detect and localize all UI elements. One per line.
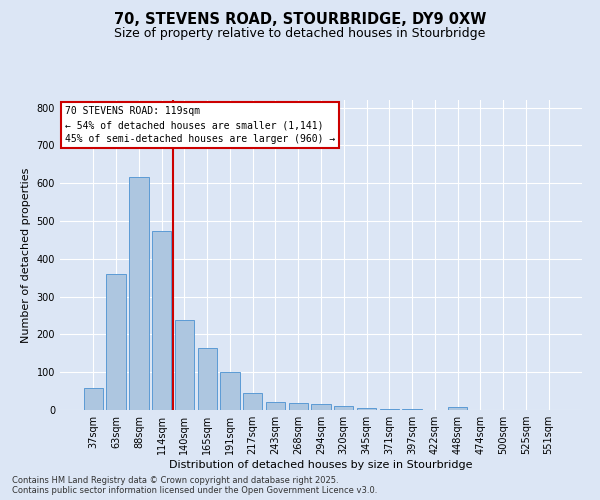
Text: 70, STEVENS ROAD, STOURBRIDGE, DY9 0XW: 70, STEVENS ROAD, STOURBRIDGE, DY9 0XW xyxy=(114,12,486,28)
Bar xyxy=(311,404,331,410)
Text: 70 STEVENS ROAD: 119sqm
← 54% of detached houses are smaller (1,141)
45% of semi: 70 STEVENS ROAD: 119sqm ← 54% of detache… xyxy=(65,106,335,144)
Bar xyxy=(448,407,467,410)
Bar xyxy=(289,403,308,410)
Bar xyxy=(106,274,126,410)
Bar xyxy=(266,402,285,410)
Bar xyxy=(152,231,172,410)
X-axis label: Distribution of detached houses by size in Stourbridge: Distribution of detached houses by size … xyxy=(169,460,473,470)
Bar xyxy=(129,176,149,410)
Bar xyxy=(334,406,353,410)
Bar xyxy=(243,393,262,410)
Bar xyxy=(403,409,422,410)
Bar xyxy=(380,409,399,410)
Bar xyxy=(357,408,376,410)
Text: Size of property relative to detached houses in Stourbridge: Size of property relative to detached ho… xyxy=(115,28,485,40)
Bar xyxy=(197,348,217,410)
Y-axis label: Number of detached properties: Number of detached properties xyxy=(21,168,31,342)
Bar xyxy=(220,372,239,410)
Bar xyxy=(84,388,103,410)
Text: Contains HM Land Registry data © Crown copyright and database right 2025.
Contai: Contains HM Land Registry data © Crown c… xyxy=(12,476,377,495)
Bar xyxy=(175,320,194,410)
